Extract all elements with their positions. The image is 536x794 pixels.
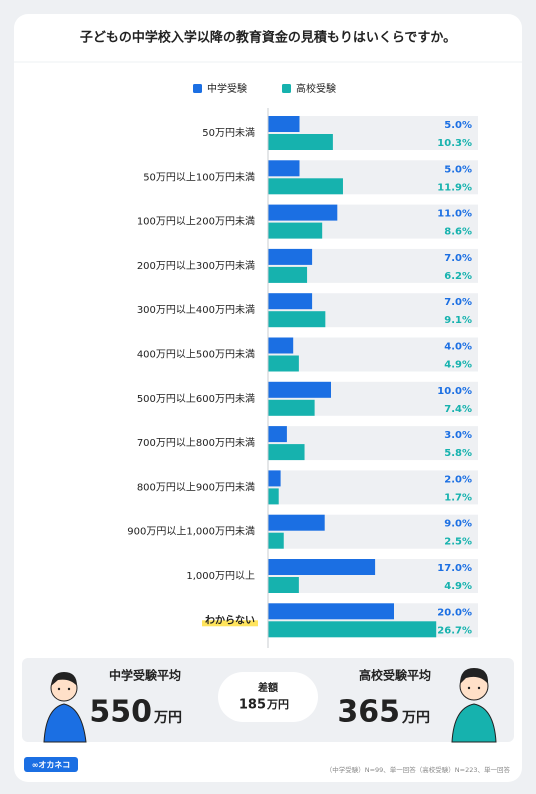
value-label: 4.9%: [444, 360, 472, 371]
category-label: 200万円以上300万円未満: [137, 260, 255, 272]
value-label: 10.0%: [437, 386, 472, 397]
value-label: 10.3%: [437, 138, 472, 149]
category-label: 700万円以上800万円未満: [137, 437, 255, 449]
value-label: 9.0%: [444, 519, 472, 530]
bar: [268, 621, 437, 638]
value-label: 6.2%: [444, 271, 472, 282]
value-label: 11.9%: [437, 182, 472, 193]
difference-pill: [218, 672, 318, 722]
person-right-illustration: [451, 668, 497, 743]
value-label: 7.4%: [444, 404, 472, 415]
summary-left-value: 550: [89, 695, 152, 730]
value-label: 2.0%: [444, 474, 472, 485]
value-label: 26.7%: [437, 625, 472, 636]
summary-left-label: 中学受験平均: [109, 668, 181, 683]
difference-unit: 万円: [266, 698, 289, 711]
value-label: 5.0%: [444, 164, 472, 175]
bar-track: [268, 337, 478, 372]
category-label: 50万円以上100万円未満: [143, 171, 255, 183]
bar: [268, 293, 313, 310]
bar-track: [268, 470, 478, 505]
value-label: 3.0%: [444, 430, 472, 441]
summary-right-unit: 万円: [401, 710, 430, 726]
category-label: 500万円以上600万円未満: [137, 393, 255, 405]
bar: [268, 116, 300, 132]
logo-badge: [24, 757, 78, 772]
value-label: 8.6%: [444, 227, 472, 238]
bar: [268, 248, 313, 265]
person-left-illustration: [43, 672, 87, 743]
value-label: 7.0%: [444, 297, 472, 308]
category-label: 300万円以上400万円未満: [137, 304, 255, 316]
bar: [268, 532, 284, 549]
bar: [268, 204, 338, 221]
value-label: 1.7%: [444, 492, 472, 503]
bar: [268, 381, 331, 398]
chart-title: 子どもの中学校入学以降の教育資金の見積もりはいくらですか。: [80, 30, 456, 46]
category-label: 100万円以上200万円未満: [137, 216, 255, 228]
value-label: 7.0%: [444, 253, 472, 264]
bar: [268, 577, 299, 593]
legend-swatch: [282, 84, 291, 93]
value-label: 5.8%: [444, 448, 472, 459]
difference-value: 185: [239, 698, 266, 713]
bar: [268, 160, 300, 177]
legend-label: 高校受験: [296, 82, 336, 95]
category-label: 1,000万円以上: [186, 570, 255, 582]
bar: [268, 134, 333, 150]
bar: [268, 426, 287, 443]
category-label: わからない: [205, 614, 255, 626]
value-label: 4.9%: [444, 581, 472, 592]
plot: 中学受験 高校受験 50万円未満 5.0% 10.3% 50万円以上100万円未満 5.0%…: [127, 82, 478, 638]
bar: [268, 337, 294, 354]
value-label: 9.1%: [444, 315, 472, 326]
value-label: 17.0%: [437, 563, 472, 574]
value-label: 20.0%: [437, 607, 472, 618]
bar: [268, 488, 279, 505]
bar: [268, 603, 394, 620]
logo: ∞オカネコ: [32, 760, 71, 770]
legend-label: 中学受験: [207, 82, 247, 95]
bar: [268, 399, 315, 416]
difference-label: 差額: [258, 681, 278, 694]
summary-right-label: 高校受験平均: [359, 668, 431, 683]
bar: [268, 311, 326, 328]
bar: [268, 444, 305, 461]
category-label: 400万円以上500万円未満: [137, 349, 255, 361]
summary-left-unit: 万円: [153, 710, 182, 726]
value-label: 2.5%: [444, 537, 472, 548]
bar: [268, 355, 299, 372]
bar: [268, 559, 376, 575]
bar: [268, 178, 343, 195]
bar: [268, 470, 281, 487]
value-label: 4.0%: [444, 342, 472, 353]
value-label: 11.0%: [437, 209, 472, 220]
category-label: 900万円以上1,000万円未満: [127, 526, 255, 538]
value-label: 5.0%: [444, 120, 472, 131]
summary-right-value: 365: [337, 695, 400, 730]
bar: [268, 514, 325, 531]
bar: [268, 222, 323, 239]
footnote: （中学受験）N=99、単一回答（高校受験）N=223、単一回答: [326, 765, 511, 774]
category-label: 800万円以上900万円未満: [137, 481, 255, 493]
category-label: 50万円未満: [202, 127, 255, 139]
bar: [268, 266, 308, 283]
highlight: [202, 620, 258, 627]
legend-swatch: [193, 84, 202, 93]
